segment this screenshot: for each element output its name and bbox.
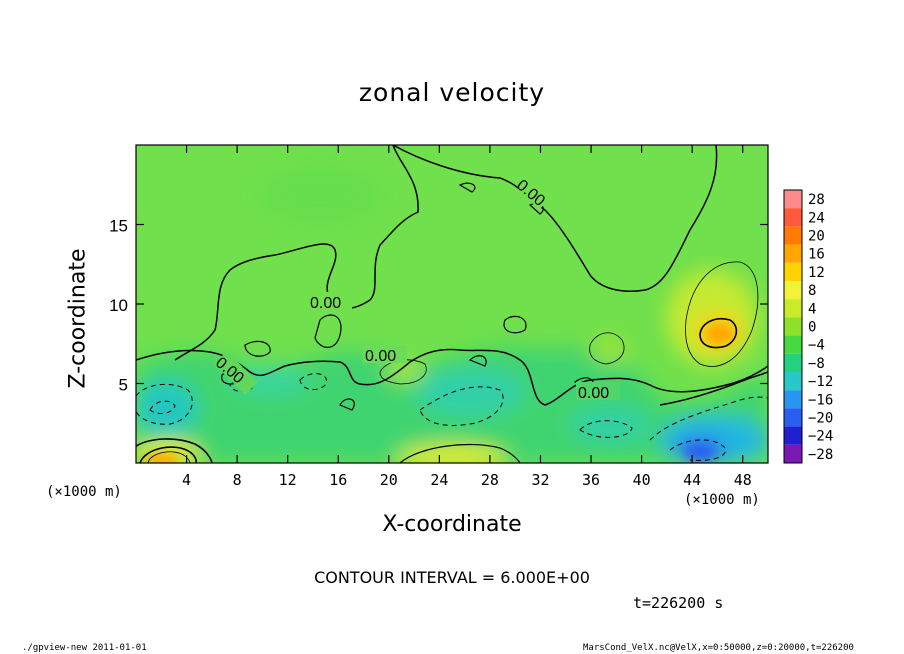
colorbar-swatch [784,353,802,372]
x-tick-label: 8 [233,471,242,489]
zero-contour [136,348,768,406]
x-tick-label: 44 [683,471,701,489]
colorbar-swatch [784,317,802,336]
x-tick-label: 36 [582,471,600,489]
colorbar-tick-label: 0 [808,320,816,336]
y-axis-label: Z-coordinate [65,248,91,389]
y-tick-label: 15 [109,217,128,236]
colorbar: 28 24 20 16 12 8 4 0 −4 −8 −12 −16 −20 −24 −28 [783,189,833,464]
colorbar-tick-label: −12 [808,374,833,390]
colorbar-tick-label: 12 [808,265,825,281]
colorbar-tick-label: −8 [808,356,825,372]
contour-label: 0.00 [310,295,341,312]
x-axis-label: X-coordinate [382,512,522,537]
colorbar-swatch [784,208,802,227]
colorbar-swatch [784,335,802,354]
colorbar-swatch [784,299,802,318]
velocity-field [136,145,768,463]
x-unit-label-right: (×1000 m) [684,492,760,508]
y-axis: 5 10 15 [109,217,768,395]
colorbar-swatch [784,281,802,300]
colorbar-tick-label: 16 [808,247,825,263]
y-tick-label: 10 [109,296,128,315]
colorbar-tick-label: −24 [808,429,833,445]
y-tick-label: 5 [119,376,128,395]
x-axis: 4 8 12 16 20 24 28 32 36 40 44 48 [182,145,752,489]
colorbar-swatch [784,190,802,209]
colorbar-swatch [784,444,802,463]
x-tick-label: 40 [633,471,651,489]
colorbar-swatch [784,226,802,245]
colorbar-frame [783,189,803,464]
x-tick-label: 16 [329,471,347,489]
contour-interval-label: CONTOUR INTERVAL = 6.000E+00 [314,568,590,587]
colorbar-swatch [784,262,802,281]
colorbar-tick-label: −4 [808,338,825,354]
colorbar-tick-label: 20 [808,229,825,245]
colorbar-swatch [784,244,802,263]
contour-label: 0.00 [578,385,609,402]
colorbar-tick-label: 28 [808,192,825,208]
colorbar-swatch [784,408,802,427]
x-tick-label: 32 [531,471,549,489]
x-tick-label: 48 [734,471,752,489]
x-tick-label: 20 [380,471,398,489]
x-tick-label: 12 [279,471,297,489]
contour-label: 0.00 [365,348,396,365]
colorbar-tick-label: 4 [808,301,816,317]
colorbar-swatch [784,426,802,445]
colorbar-tick-label: −28 [808,447,833,463]
x-tick-label: 28 [481,471,499,489]
x-unit-label-left: (×1000 m) [46,484,122,500]
footer-right: MarsCond_VelX.nc@VelX,x=0:50000,z=0:2000… [583,643,854,653]
time-label: t=226200 s [633,594,724,612]
x-tick-label: 4 [182,471,191,489]
colorbar-swatch [784,372,802,391]
footer-left: ./gpview-new 2011-01-01 [22,643,147,653]
colorbar-tick-label: 8 [808,283,816,299]
colorbar-swatch [784,390,802,409]
colorbar-tick-label: −20 [808,411,833,427]
colorbar-tick-label: −16 [808,392,833,408]
colorbar-tick-label: 24 [808,210,825,226]
chart-title: zonal velocity [358,78,546,107]
x-tick-label: 24 [430,471,448,489]
